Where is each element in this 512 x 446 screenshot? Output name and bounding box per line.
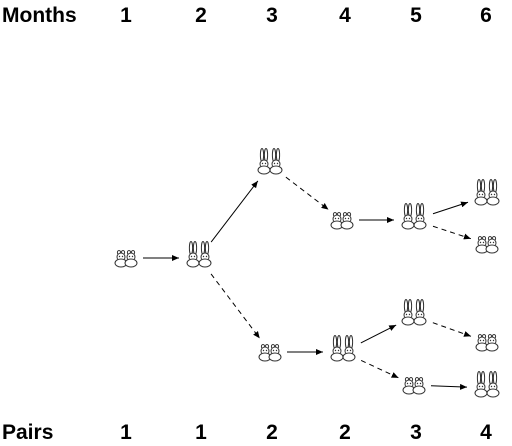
solid-arrow [211,181,258,242]
adult-rabbit-pair-icon [258,149,282,175]
dashed-arrow [433,323,471,337]
young-rabbit-pair-icon [403,378,425,395]
young-rabbit-pair-icon [476,237,498,254]
adult-rabbit-pair-icon [402,300,426,326]
adult-rabbit-pair-icon [402,204,426,230]
young-rabbit-pair-icon [259,345,281,362]
young-rabbit-pair-icon [476,335,498,352]
solid-arrow [431,386,467,387]
solid-arrow [361,325,396,343]
adult-rabbit-pair-icon [187,242,211,268]
solid-arrow [433,202,468,214]
young-rabbit-pair-icon [115,251,137,268]
dashed-arrow [211,274,260,338]
dashed-arrow [286,177,329,210]
young-rabbit-pair-icon [331,213,353,230]
adult-rabbit-pair-icon [475,180,499,206]
adult-rabbit-pair-icon [475,372,499,398]
dashed-arrow [361,360,398,377]
dashed-arrow [433,226,471,238]
adult-rabbit-pair-icon [331,336,355,362]
